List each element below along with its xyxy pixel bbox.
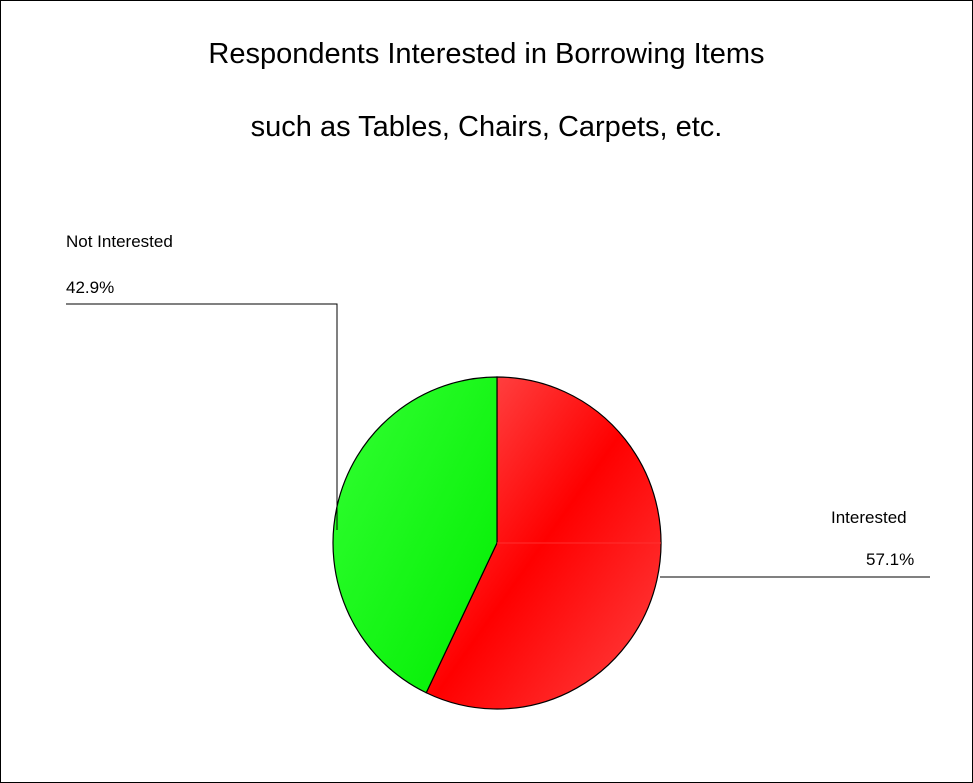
leader-lines (66, 303, 930, 578)
chart-subtitle: such as Tables, Chairs, Carpets, etc. (250, 111, 723, 143)
chart-title: Respondents Interested in Borrowing Item… (208, 38, 765, 70)
leader-line-not-interested (66, 303, 338, 530)
slice-label-not-interested: Not Interested (66, 232, 173, 251)
slice-value-interested: 57.1% (866, 550, 915, 569)
slice-value-not-interested: 42.9% (66, 278, 115, 297)
slice-label-interested: Interested (831, 508, 907, 527)
pie-slices (332, 376, 662, 710)
